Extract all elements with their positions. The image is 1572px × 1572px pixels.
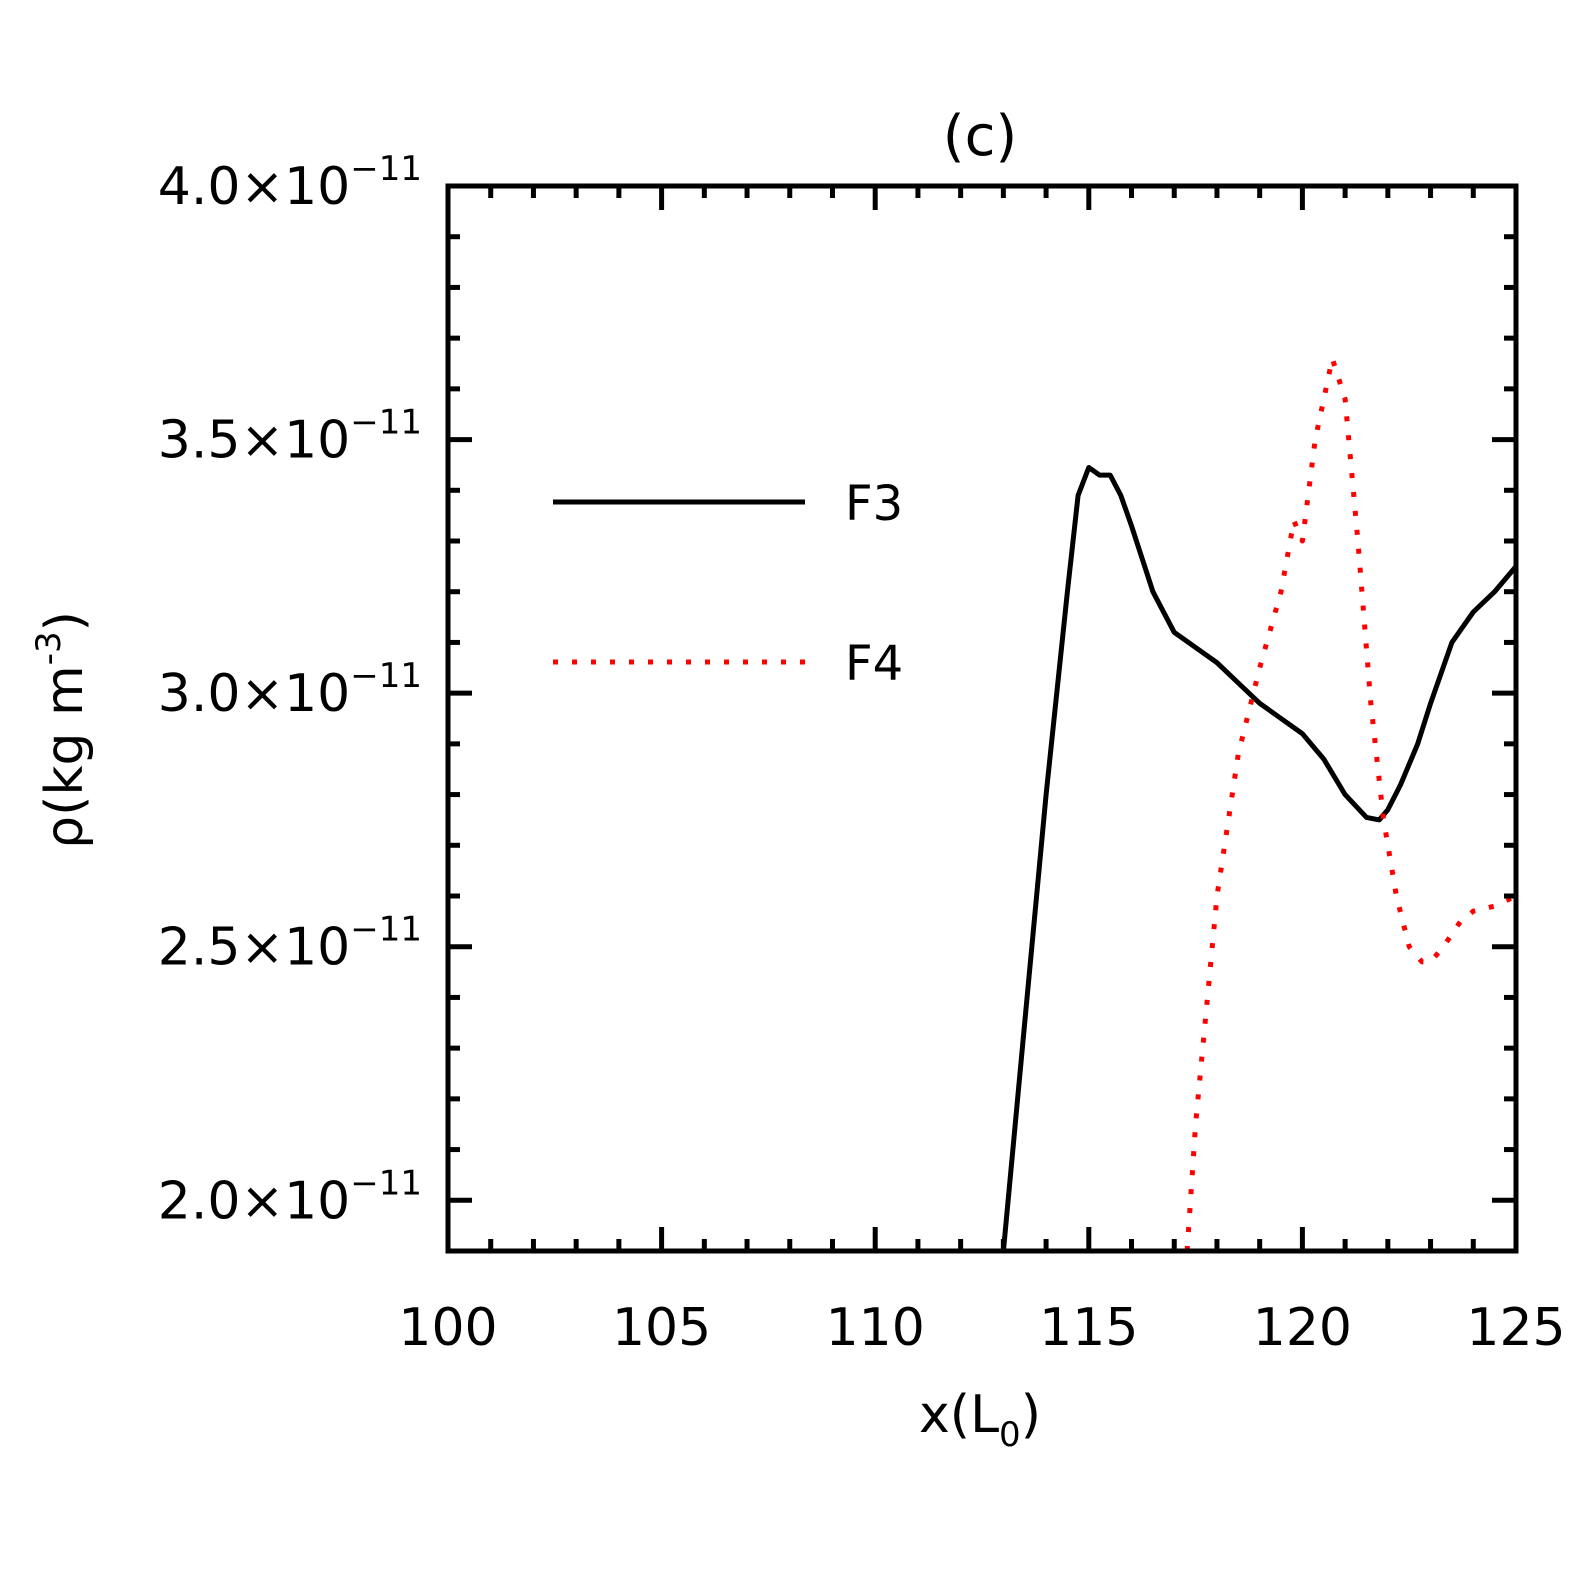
y-tick-exponent: −11 bbox=[350, 910, 422, 950]
y-tick-mantissa: 3.5×10 bbox=[158, 411, 350, 471]
y-tick-exponent: −11 bbox=[350, 1163, 422, 1203]
y-tick-mantissa: 4.0×10 bbox=[158, 157, 350, 217]
x-tick-label: 125 bbox=[1466, 1298, 1565, 1358]
x-tick-label: 120 bbox=[1253, 1298, 1352, 1358]
y-tick-mantissa: 2.0×10 bbox=[158, 1171, 350, 1231]
plot-frame bbox=[445, 183, 1519, 1254]
x-axis-title-main: x(L bbox=[919, 1385, 999, 1445]
legend-label-f4: F4 bbox=[845, 636, 903, 692]
x-axis-title-subscript: 0 bbox=[999, 1415, 1021, 1455]
x-tick-label: 110 bbox=[826, 1298, 925, 1358]
x-tick-labels: 100 105 110 115 120 125 bbox=[398, 1298, 1565, 1358]
y-tick-label: 2.5×10−11 bbox=[158, 910, 422, 978]
y-axis-title-main: ρ(kg m bbox=[35, 665, 95, 849]
y-tick-label: 3.5×10−11 bbox=[158, 403, 422, 471]
y-tick-exponent: −11 bbox=[350, 656, 422, 696]
series-line-f4 bbox=[1184, 355, 1518, 1252]
series-line-f3 bbox=[1000, 465, 1518, 1252]
tick-group bbox=[445, 183, 1519, 1254]
legend: F3 F4 bbox=[553, 476, 903, 692]
y-tick-exponent: −11 bbox=[350, 149, 422, 189]
chart-title: (c) bbox=[943, 104, 1017, 169]
y-tick-label: 4.0×10−11 bbox=[158, 149, 422, 217]
x-axis-title-close: ) bbox=[1021, 1385, 1041, 1445]
y-axis-title: ρ(kg m-3) bbox=[29, 611, 95, 849]
legend-label-f3: F3 bbox=[845, 476, 903, 532]
y-axis-title-close: ) bbox=[35, 611, 95, 631]
x-tick-label: 105 bbox=[612, 1298, 711, 1358]
y-tick-mantissa: 2.5×10 bbox=[158, 918, 350, 978]
y-tick-mantissa: 3.0×10 bbox=[158, 664, 350, 724]
y-tick-labels: 2.0×10−112.5×10−113.0×10−113.5×10−114.0×… bbox=[158, 149, 422, 1231]
x-axis-title: x(L0) bbox=[919, 1385, 1041, 1455]
series-group bbox=[1000, 355, 1518, 1252]
y-tick-label: 3.0×10−11 bbox=[158, 656, 422, 724]
x-tick-label: 100 bbox=[398, 1298, 497, 1358]
y-tick-exponent: −11 bbox=[350, 403, 422, 443]
y-tick-label: 2.0×10−11 bbox=[158, 1163, 422, 1231]
x-tick-label: 115 bbox=[1039, 1298, 1138, 1358]
y-axis-title-superscript: -3 bbox=[29, 631, 69, 665]
